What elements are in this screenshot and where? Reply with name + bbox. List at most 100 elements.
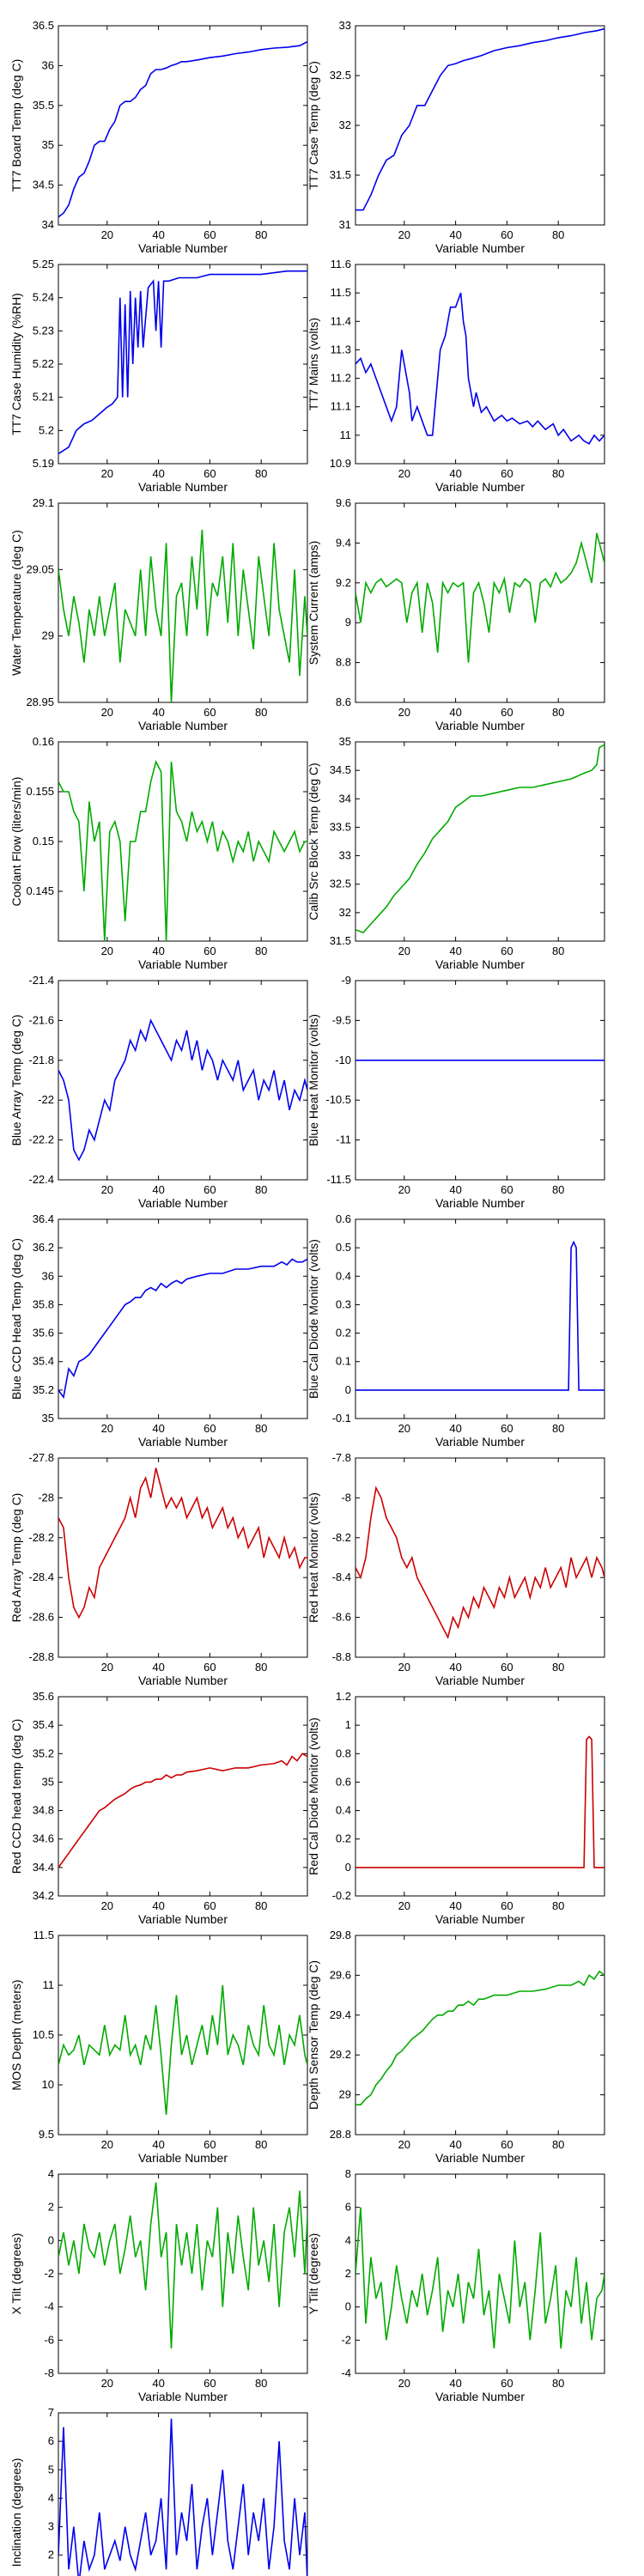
y-tick-label: -28.4 [28,1571,54,1583]
x-tick-label: 60 [204,945,216,957]
x-tick-label: 20 [398,228,410,241]
y-tick-label: -9.5 [332,1013,351,1026]
series-line-0 [58,2182,307,2349]
plot-frame [355,1457,605,1658]
y-tick-label: 33.5 [330,820,351,833]
x-tick-label: 80 [255,228,267,241]
y-tick-label: 35.2 [33,1383,54,1396]
y-tick-label: 5.19 [33,457,54,470]
y-tick-label: -10 [335,1054,351,1066]
plot-frame [58,264,308,465]
x-axis-label: Variable Number [138,2390,228,2403]
chart-18: 20 40 60 80 -8 -6 -4 -2 0 2 4 Variable Number X Tilt… [9,2167,308,2403]
plot-frame [58,25,308,226]
y-tick-label: -8.6 [332,1611,351,1624]
series-line-0 [355,1735,605,1868]
y-tick-label: 32.5 [330,878,351,890]
y-axis-label: MOS Depth (meters) [9,1979,23,2090]
y-tick-label: 36.4 [33,1212,54,1225]
y-axis-label: Red CCD head temp (deg C) [9,1719,23,1874]
series-line-0 [58,1753,307,1868]
x-tick-label: 40 [152,1183,164,1196]
y-tick-label: 29.05 [26,562,54,575]
chart-11: 20 40 60 80 -0.1 0 0.1 0.2 0.3 0.4 0.5 0.6 Variable … [307,1212,605,1449]
y-tick-label: 0 [345,1861,351,1874]
y-axis-label: Blue CCD Head Temp (deg C) [9,1238,23,1400]
y-tick-label: 8.6 [336,696,351,708]
plot-frame [58,2412,308,2576]
y-tick-label: 34 [42,218,54,231]
y-tick-label: 35.6 [33,1327,54,1340]
x-tick-label: 80 [255,2138,267,2151]
y-axis-label: Inclination (degrees) [9,2458,23,2567]
y-tick-label: 0 [345,1383,351,1396]
series-line-0 [355,744,605,934]
y-tick-label: 0.1 [336,1355,351,1368]
y-tick-label: 35.5 [33,99,54,112]
x-tick-label: 80 [552,228,564,241]
y-axis-label: X Tilt (degrees) [9,2233,23,2315]
y-tick-label: 4 [48,2491,54,2504]
x-tick-label: 80 [255,1661,267,1674]
y-tick-label: 11.5 [331,286,351,299]
plot-frame [355,1696,605,1897]
x-axis-label: Variable Number [138,2151,228,2165]
chart-6: 20 40 60 80 0.145 0.15 0.155 0.16 Variable Numbe… [9,735,308,971]
y-tick-label: 11.2 [331,372,351,385]
y-tick-label: -0.1 [332,1412,351,1425]
y-tick-label: 29.4 [330,2008,351,2021]
chart-2: 20 40 60 80 5.19 5.2 5.21 5.22 5.23 5.24 5.25 Varia… [9,258,308,494]
y-tick-label: 31 [339,218,351,231]
chart-14: 20 40 60 80 34.2 34.4 34.6 34.8 35 35.2 35.4 35.6 Va… [9,1690,308,1926]
chart-7: 20 40 60 80 31.5 32 32.5 33 33.5 34 34.5 35 Variable… [307,735,605,971]
y-axis-label: Blue Cal Diode Monitor (volts) [307,1239,320,1399]
y-tick-label: 29.8 [330,1929,351,1941]
x-tick-label: 60 [501,228,513,241]
y-axis-label: Y Tilt (degrees) [307,2233,320,2315]
plot-frame [355,502,605,703]
plot-frame [355,1218,605,1419]
y-tick-label: 0.2 [336,1832,351,1845]
series-line-0 [58,1258,307,1400]
y-tick-label: -11 [336,1133,351,1146]
y-axis-label: Red Array Temp (deg C) [9,1493,23,1623]
y-tick-label: 11.1 [331,400,351,413]
y-axis-label: Coolant Flow (liters/min) [9,777,23,907]
x-tick-label: 40 [152,1899,164,1912]
y-tick-label: 10.5 [33,2028,54,2041]
y-tick-label: 35 [42,1775,54,1788]
series-line-0 [58,1984,307,2115]
y-axis-label: Red Heat Monitor (volts) [307,1492,320,1623]
x-tick-label: 40 [449,467,461,480]
x-tick-label: 20 [101,945,113,957]
y-tick-label: -27.8 [28,1451,54,1464]
y-tick-label: 35.6 [33,1690,54,1703]
series-line-0 [58,529,307,702]
chart-16: 20 40 60 80 9.5 10 10.5 11 11.5 Variable Number MO… [9,1929,308,2165]
plot-frame [355,741,605,942]
plot-frame [58,1457,308,1658]
y-tick-label: 29.1 [33,496,54,509]
y-tick-label: 28.95 [26,696,54,708]
x-tick-label: 20 [101,228,113,241]
x-axis-label: Variable Number [435,241,525,255]
y-tick-label: 0.5 [336,1241,351,1254]
y-tick-label: -2 [341,2333,351,2346]
x-tick-label: 60 [204,467,216,480]
y-tick-label: 35 [42,138,54,151]
y-tick-label: 31.5 [330,168,351,181]
x-tick-label: 40 [449,1899,461,1912]
x-tick-label: 60 [204,1183,216,1196]
x-axis-label: Variable Number [138,1912,228,1926]
y-tick-label: -22.4 [28,1173,54,1186]
x-axis-label: Variable Number [435,2390,525,2403]
y-tick-label: 6 [345,2201,351,2214]
y-tick-label: -21.4 [28,974,54,987]
x-tick-label: 40 [449,945,461,957]
x-tick-label: 60 [501,2377,513,2390]
y-tick-label: -7.8 [332,1451,351,1464]
y-axis-label: Water Temperature (deg C) [9,530,23,676]
y-tick-label: 0.145 [26,884,54,897]
y-tick-label: -8.2 [332,1531,351,1544]
x-tick-label: 80 [552,1422,564,1435]
